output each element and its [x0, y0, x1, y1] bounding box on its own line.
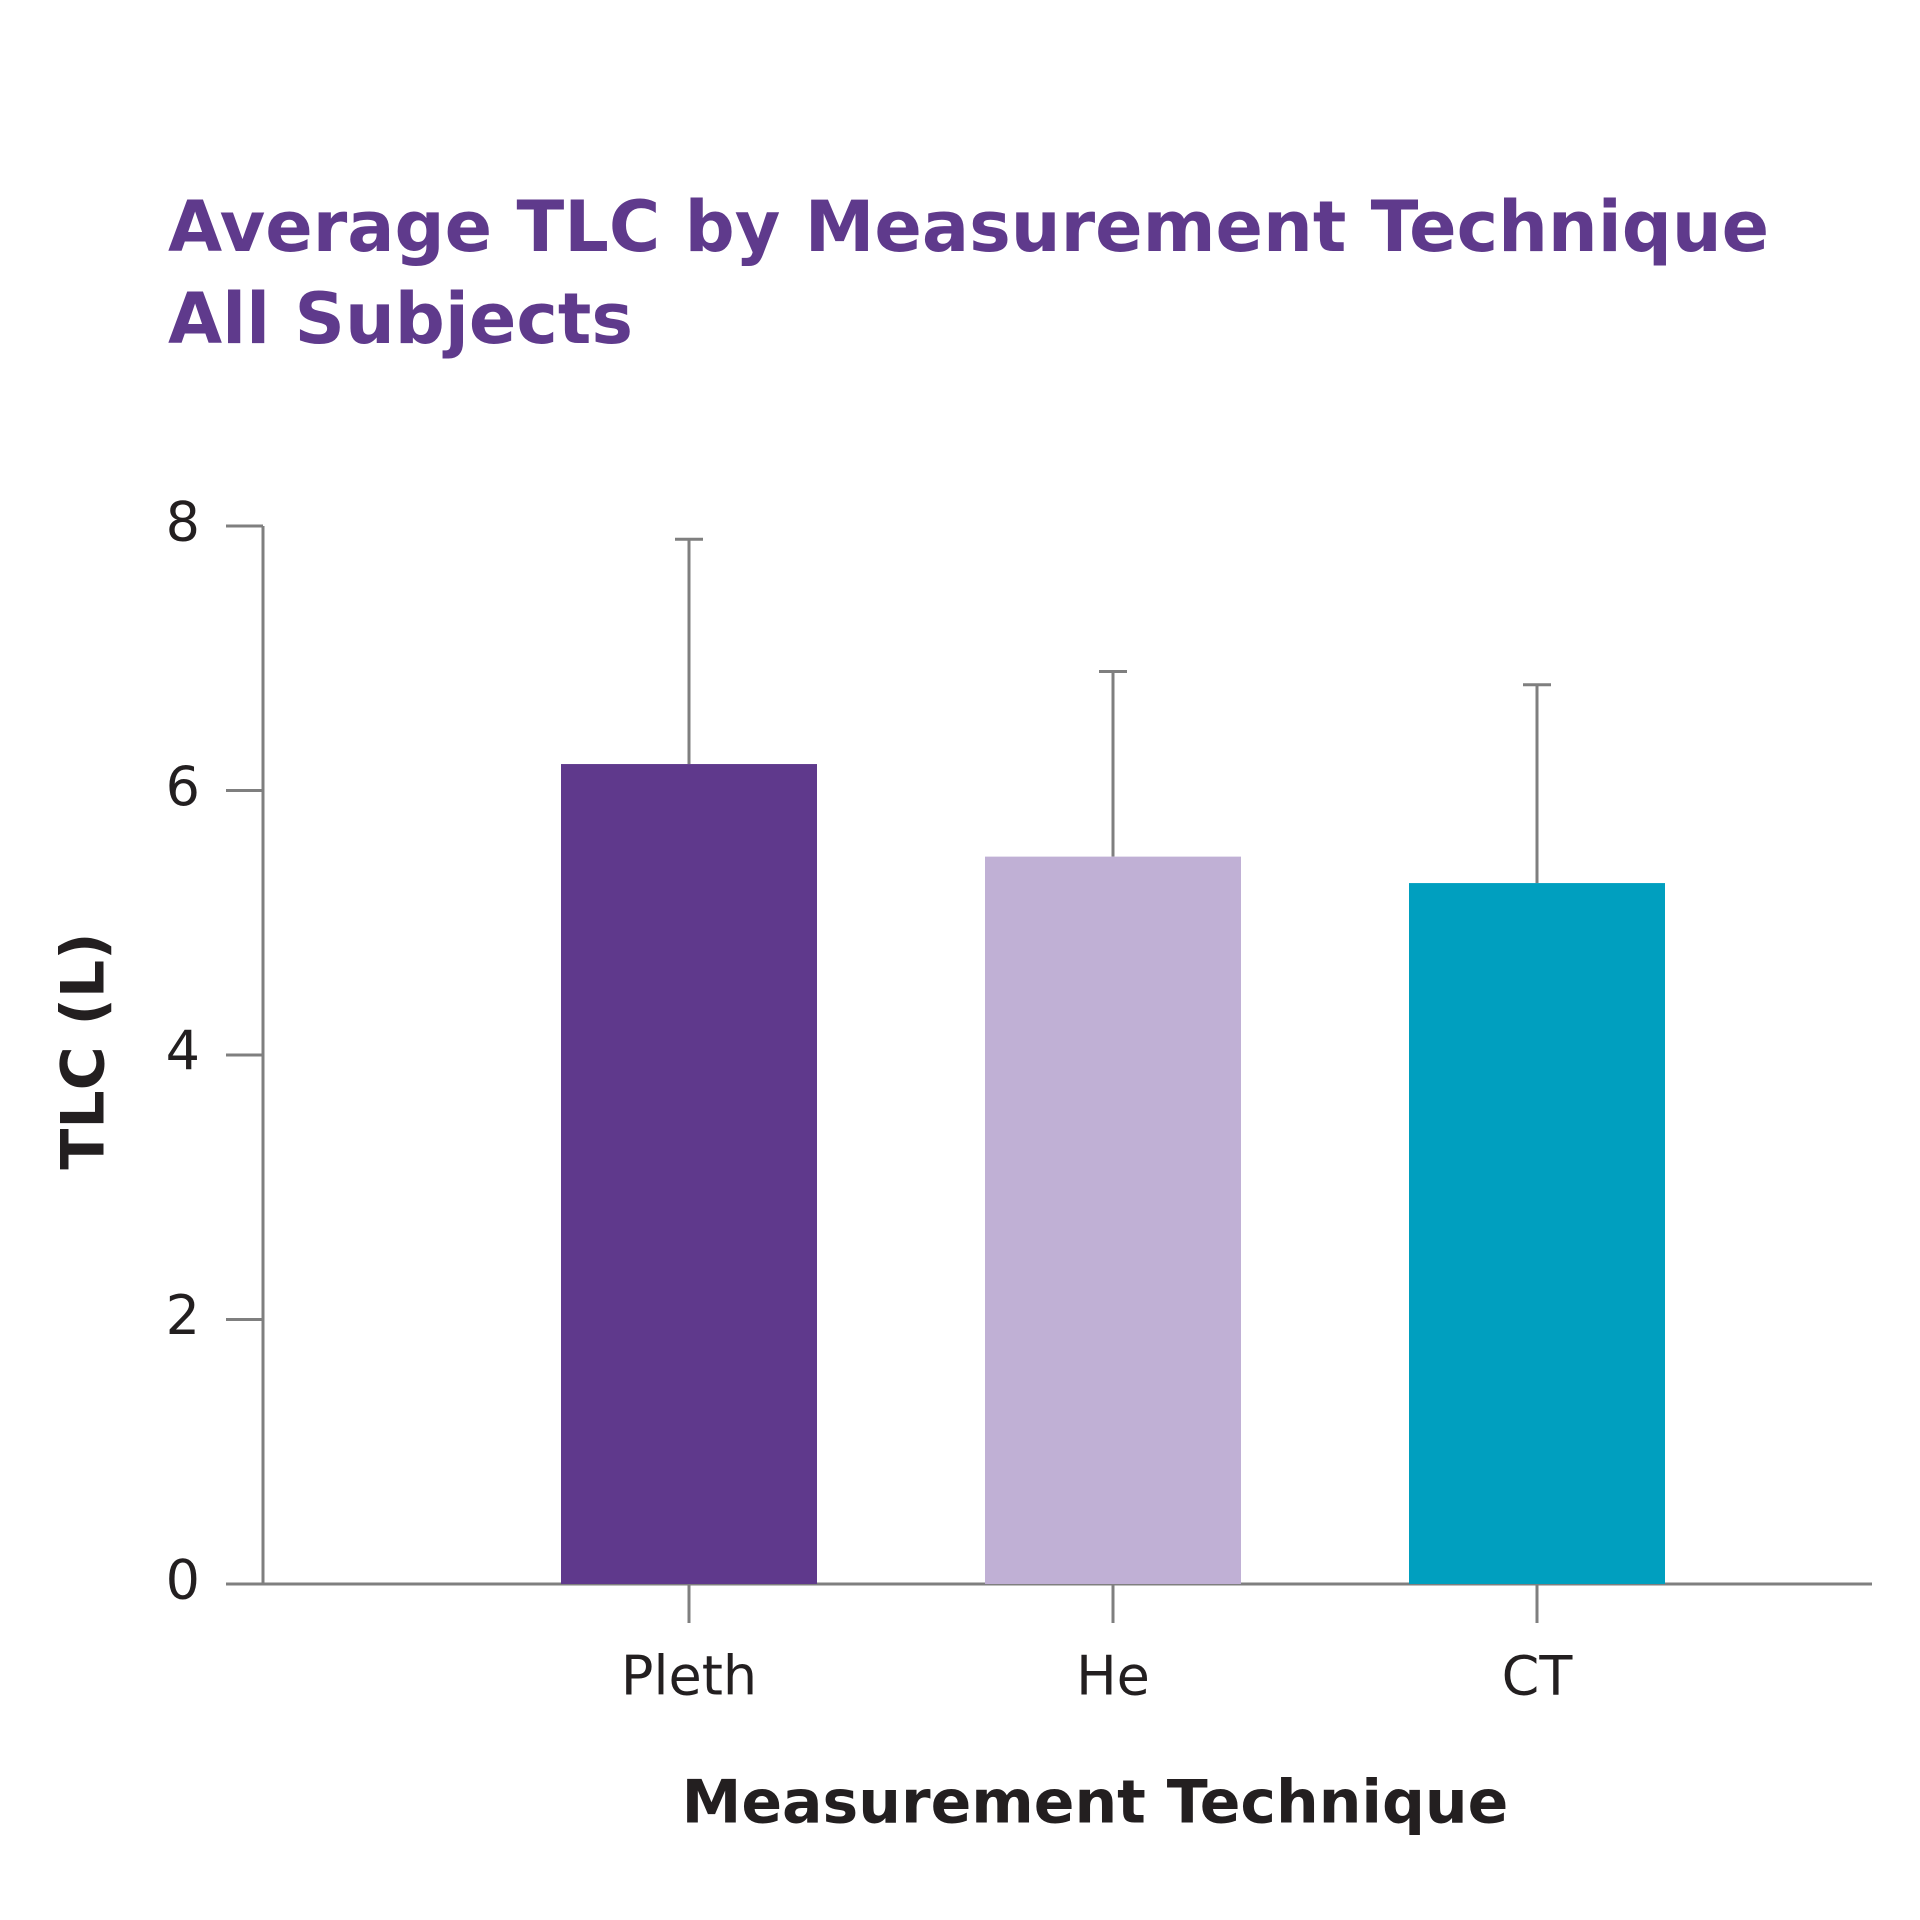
y-tick-label: 0: [166, 1549, 200, 1612]
x-tick-label: CT: [1502, 1645, 1574, 1708]
x-tick-label: Pleth: [621, 1645, 757, 1708]
y-tick-label: 2: [166, 1284, 200, 1347]
x-axis-label: Measurement Technique: [682, 1768, 1509, 1838]
bar: [985, 856, 1241, 1584]
y-tick-label: 6: [166, 755, 200, 818]
bar: [561, 764, 817, 1584]
bar: [1409, 883, 1665, 1584]
chart-title: Average TLC by Measurement Technique: [168, 186, 1769, 268]
x-tick-label: He: [1076, 1645, 1150, 1708]
y-tick-label: 8: [166, 491, 200, 554]
y-axis-label: TLC (L): [49, 932, 119, 1169]
chart-subtitle: All Subjects: [168, 278, 633, 360]
y-tick-label: 4: [166, 1020, 200, 1083]
